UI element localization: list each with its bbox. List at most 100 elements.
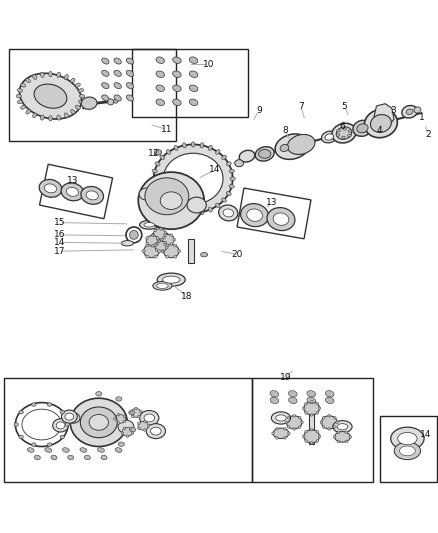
Ellipse shape — [49, 71, 52, 77]
Ellipse shape — [145, 255, 149, 258]
Ellipse shape — [81, 97, 97, 109]
Ellipse shape — [116, 397, 122, 401]
Ellipse shape — [60, 435, 64, 439]
Ellipse shape — [163, 154, 223, 204]
Ellipse shape — [304, 440, 307, 442]
Ellipse shape — [102, 70, 109, 76]
Ellipse shape — [156, 242, 159, 245]
Text: 1: 1 — [417, 113, 424, 122]
Ellipse shape — [399, 446, 414, 456]
Ellipse shape — [292, 415, 295, 417]
Ellipse shape — [126, 95, 133, 101]
Ellipse shape — [155, 71, 164, 77]
Ellipse shape — [101, 455, 107, 459]
Ellipse shape — [147, 424, 149, 427]
Ellipse shape — [283, 427, 286, 430]
Ellipse shape — [34, 84, 67, 108]
Ellipse shape — [239, 150, 254, 162]
Text: 3: 3 — [389, 106, 395, 115]
Ellipse shape — [347, 134, 350, 137]
Ellipse shape — [336, 130, 339, 132]
Ellipse shape — [272, 428, 288, 439]
Ellipse shape — [34, 455, 40, 459]
Ellipse shape — [159, 228, 162, 230]
Ellipse shape — [122, 427, 132, 436]
Ellipse shape — [189, 99, 198, 106]
Ellipse shape — [288, 397, 297, 403]
Ellipse shape — [306, 391, 315, 397]
Ellipse shape — [333, 426, 336, 429]
Ellipse shape — [315, 402, 318, 405]
Ellipse shape — [153, 229, 165, 239]
Ellipse shape — [344, 440, 347, 443]
Ellipse shape — [113, 99, 118, 103]
Ellipse shape — [114, 83, 121, 88]
Ellipse shape — [286, 416, 289, 419]
Ellipse shape — [162, 235, 174, 245]
Ellipse shape — [288, 391, 297, 397]
Ellipse shape — [310, 429, 312, 431]
Ellipse shape — [230, 177, 235, 181]
Ellipse shape — [16, 94, 21, 98]
Ellipse shape — [32, 403, 36, 406]
Ellipse shape — [61, 183, 84, 201]
Text: 20: 20 — [231, 249, 242, 259]
Ellipse shape — [298, 426, 300, 429]
Ellipse shape — [60, 410, 64, 414]
Bar — [39, 164, 112, 219]
Ellipse shape — [78, 88, 83, 92]
Ellipse shape — [123, 420, 125, 423]
Bar — [379, 416, 436, 482]
Ellipse shape — [138, 415, 140, 418]
Ellipse shape — [315, 440, 318, 442]
Text: 12: 12 — [148, 149, 159, 158]
Ellipse shape — [189, 85, 198, 92]
Ellipse shape — [172, 99, 181, 106]
Ellipse shape — [325, 391, 333, 397]
Bar — [131, 49, 247, 117]
Ellipse shape — [51, 455, 57, 459]
Text: 2: 2 — [424, 130, 430, 139]
Ellipse shape — [370, 115, 390, 132]
Ellipse shape — [26, 78, 30, 83]
Ellipse shape — [102, 83, 109, 88]
Ellipse shape — [156, 283, 168, 288]
Bar — [308, 402, 314, 445]
Ellipse shape — [121, 432, 124, 434]
Ellipse shape — [356, 124, 367, 133]
Ellipse shape — [138, 422, 140, 425]
Ellipse shape — [165, 255, 169, 258]
Ellipse shape — [163, 243, 166, 246]
Ellipse shape — [347, 130, 351, 133]
Ellipse shape — [258, 149, 270, 158]
Ellipse shape — [275, 437, 278, 439]
Ellipse shape — [310, 400, 312, 403]
Ellipse shape — [143, 245, 159, 258]
Ellipse shape — [165, 244, 169, 247]
Ellipse shape — [71, 110, 75, 114]
Ellipse shape — [114, 58, 121, 64]
Ellipse shape — [298, 416, 300, 419]
Ellipse shape — [271, 432, 274, 434]
Ellipse shape — [32, 113, 37, 118]
Ellipse shape — [57, 72, 60, 77]
Ellipse shape — [152, 184, 157, 188]
Ellipse shape — [145, 244, 149, 247]
Ellipse shape — [118, 420, 134, 433]
Text: 9: 9 — [255, 106, 261, 115]
Ellipse shape — [269, 397, 278, 403]
Bar — [9, 49, 175, 141]
Ellipse shape — [139, 410, 159, 425]
Text: 13: 13 — [67, 176, 78, 185]
Ellipse shape — [114, 70, 121, 76]
Ellipse shape — [286, 426, 289, 429]
Ellipse shape — [102, 58, 109, 64]
Bar — [4, 378, 252, 482]
Ellipse shape — [131, 432, 134, 434]
Ellipse shape — [157, 250, 161, 253]
Ellipse shape — [405, 109, 412, 115]
Ellipse shape — [84, 455, 90, 459]
Ellipse shape — [163, 234, 166, 236]
Ellipse shape — [208, 207, 212, 212]
Ellipse shape — [138, 172, 204, 229]
